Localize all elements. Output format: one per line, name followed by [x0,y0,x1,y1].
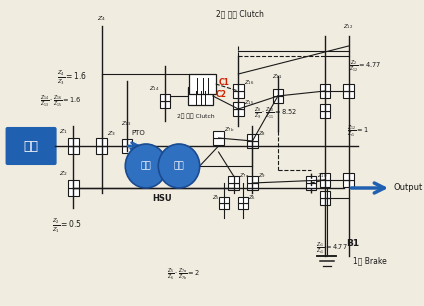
Bar [220,197,229,203]
Text: $\frac{Z_2}{Z_1} = 0.5$: $\frac{Z_2}{Z_1} = 0.5$ [52,217,82,235]
Bar [320,198,330,205]
Bar [160,94,170,101]
FancyBboxPatch shape [7,128,56,164]
Circle shape [125,144,167,188]
Bar [320,91,330,98]
Text: $Z_8$: $Z_8$ [258,129,266,138]
Text: $\frac{Z_4}{Z_3} = 1.6$: $\frac{Z_4}{Z_3} = 1.6$ [56,69,87,87]
Text: $Z_{7a}$: $Z_{7a}$ [239,172,250,181]
Bar [213,131,224,138]
Text: $Z_{7b}$: $Z_{7b}$ [224,125,235,134]
Bar [190,74,216,94]
Bar [273,96,283,103]
Bar [122,146,132,153]
Bar [233,84,243,91]
Bar [306,183,316,190]
Bar [229,183,239,190]
Text: $Z_1$: $Z_1$ [59,128,68,136]
Bar [160,101,170,108]
Text: C1: C1 [218,77,229,87]
Circle shape [158,144,200,188]
Text: $\frac{Z_{r1}}{Z_{s1}} = 4.77$: $\frac{Z_{r1}}{Z_{s1}} = 4.77$ [316,240,347,256]
Text: $Z_4$: $Z_4$ [97,14,106,23]
Text: C2: C2 [216,89,226,99]
Text: $Z_9$: $Z_9$ [258,172,266,181]
Bar [343,91,354,98]
Bar [122,139,132,146]
Text: B1: B1 [346,240,359,248]
Bar [247,134,258,141]
Bar [320,84,330,91]
Bar [96,146,107,154]
Text: $Z_{15}$: $Z_{15}$ [244,99,254,107]
Text: $Z_5$: $Z_5$ [212,194,220,203]
Bar [247,183,258,190]
Bar [306,176,316,183]
Text: $Z_2$: $Z_2$ [59,170,68,178]
Text: 1단 Brake: 1단 Brake [353,256,387,266]
Bar [188,87,213,105]
Text: PTO: PTO [131,130,145,136]
Bar [343,173,354,180]
Bar [233,102,243,109]
Text: 엔진: 엔진 [24,140,39,152]
Text: $\frac{Z_{12}}{Z_{r1}} = 1$: $\frac{Z_{12}}{Z_{r1}} = 1$ [347,123,369,139]
Bar [343,180,354,187]
Text: $\frac{Z_5}{Z_6} \cdot \frac{Z_{7a}}{Z_{7b}} = 2$: $\frac{Z_5}{Z_6} \cdot \frac{Z_{7a}}{Z_{… [167,266,200,282]
Text: HSU: HSU [153,194,172,203]
Bar [273,89,283,96]
Bar [320,173,330,180]
Bar [238,203,248,209]
Bar [213,138,224,145]
Bar [68,146,79,154]
Bar [320,191,330,198]
Text: $Z_{11}$: $Z_{11}$ [272,72,282,81]
Text: $Z_{13}$: $Z_{13}$ [121,119,131,128]
Bar [233,109,243,116]
Bar [247,141,258,148]
Text: Output: Output [394,184,423,192]
Bar [68,188,79,196]
Text: $\frac{Z_2}{Z_{12}} = 4.77$: $\frac{Z_2}{Z_{12}} = 4.77$ [349,58,381,74]
Text: $Z_{14}$: $Z_{14}$ [148,84,159,93]
Text: $\frac{Z_{14}}{Z_{13}} \cdot \frac{Z_{16}}{Z_{15}} = 1.6$: $\frac{Z_{14}}{Z_{13}} \cdot \frac{Z_{16… [39,93,81,109]
Bar [320,104,330,111]
Bar [247,176,258,183]
Bar [238,197,248,203]
Text: $Z_6$: $Z_6$ [248,194,256,203]
Text: $Z_{12}$: $Z_{12}$ [343,22,354,31]
Text: 2단 후진 Clutch: 2단 후진 Clutch [177,113,215,119]
Bar [229,176,239,183]
Bar [320,180,330,187]
Text: 펜프: 펜프 [141,162,151,170]
Text: $\frac{Z_8}{Z_9} \cdot \frac{Z_{10}}{Z_{11}} = 8.52$: $\frac{Z_8}{Z_9} \cdot \frac{Z_{10}}{Z_{… [254,105,298,121]
Text: 2단 전진 Clutch: 2단 전진 Clutch [216,9,264,18]
Text: $Z_3$: $Z_3$ [107,129,116,138]
Bar [68,180,79,188]
Text: 모터: 모터 [173,162,184,170]
Bar [320,111,330,118]
Bar [233,91,243,98]
Bar [96,138,107,146]
Text: $Z_{16}$: $Z_{16}$ [244,79,254,88]
Bar [68,138,79,146]
Bar [220,203,229,209]
Bar [343,84,354,91]
Text: $Z_{10}$: $Z_{10}$ [316,172,327,181]
